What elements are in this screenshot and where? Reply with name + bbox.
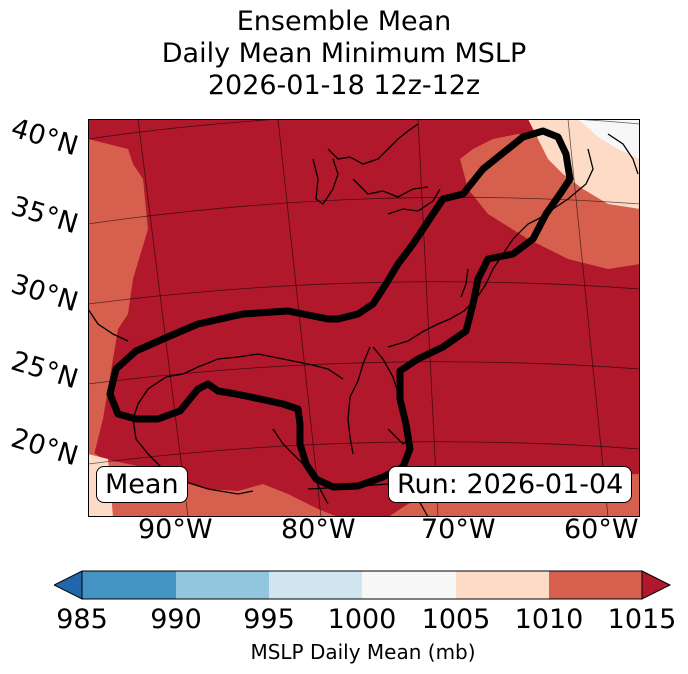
pressure-fill-995-1000 [578,119,640,159]
mean-label-box: Mean [96,466,188,503]
graticule [88,119,640,517]
colorbar-tick-1005: 1005 [421,604,491,635]
colorbar-bin-995-1000 [269,571,362,599]
lat-label-20: 20°N [7,422,82,473]
lat-label-30: 30°N [7,268,82,319]
colorbar-arrow-high [641,570,672,600]
colorbar-bin-1010-1015 [549,571,642,599]
lat-label-35: 35°N [7,190,82,241]
lon-label-70: 70°W [421,514,496,545]
colorbar-tick-1000: 1000 [327,604,397,635]
title-line-2: Daily Mean Minimum MSLP [161,38,527,69]
colorbar-tick-995: 995 [243,604,295,635]
lon-label-60: 60°W [564,514,639,545]
lat-label-40: 40°N [7,112,82,163]
colorbar-tick-985: 985 [56,604,108,635]
title-line-3: 2026-01-18 12z-12z [207,70,481,101]
title-line-1: Ensemble Mean [236,6,452,37]
lon-label-80: 80°W [281,514,356,545]
colorbar-tick-1015: 1015 [607,604,677,635]
colorbar-bin-990-995 [176,571,269,599]
colorbar-tick-1010: 1010 [514,604,584,635]
run-date-box: Run: 2026-01-04 [388,466,633,503]
map-panel [88,119,640,517]
lon-label-90: 90°W [138,514,213,545]
colorbar-tick-990: 990 [150,604,202,635]
lat-label-25: 25°N [7,345,82,396]
colorbar [54,570,672,600]
colorbar-bin-1005-1010 [456,571,549,599]
colorbar-label: MSLP Daily Mean (mb) [250,640,476,664]
pressure-fill-1005-1010-east [460,134,640,269]
colorbar-bin-1000-1005 [362,571,456,599]
pressure-contour [106,127,574,491]
colorbar-arrow-low [54,570,83,600]
colorbar-bin-985-990 [82,571,176,599]
